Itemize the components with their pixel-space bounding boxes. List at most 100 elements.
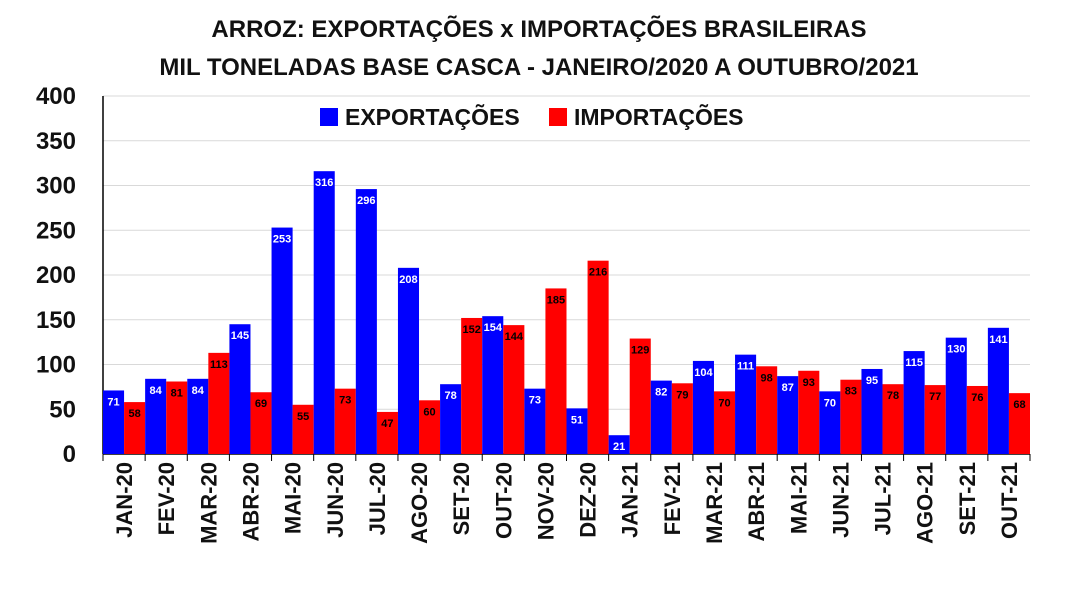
x-tick-label: MAR-20 <box>196 462 221 544</box>
bar-importacoes <box>334 388 356 454</box>
data-label: 68 <box>1013 399 1025 411</box>
bar-importacoes <box>756 366 778 454</box>
chart-subtitle: MIL TONELADAS BASE CASCA - JANEIRO/2020 … <box>159 54 919 81</box>
data-label: 51 <box>571 414 583 426</box>
bar-importacoes <box>587 260 609 454</box>
data-label: 95 <box>866 375 878 387</box>
x-tick-label: OUT-20 <box>491 462 516 539</box>
bar-importacoes <box>1008 393 1030 454</box>
data-label: 78 <box>445 390 457 402</box>
data-label: 60 <box>423 406 435 418</box>
data-label: 152 <box>463 324 481 336</box>
data-label: 77 <box>929 391 941 403</box>
x-tick-label: JUN-20 <box>323 462 348 538</box>
y-tick-label: 100 <box>36 352 76 379</box>
data-label: 104 <box>694 367 713 379</box>
bar-importacoes <box>671 383 693 454</box>
data-label: 145 <box>231 330 249 342</box>
data-label: 316 <box>315 177 333 189</box>
bar-importacoes <box>629 338 651 454</box>
y-tick-label: 350 <box>36 128 76 155</box>
x-tick-label: AGO-21 <box>913 462 938 544</box>
bar-exportacoes <box>524 388 546 454</box>
data-label: 70 <box>718 397 730 409</box>
data-label: 73 <box>529 395 541 407</box>
data-label: 82 <box>655 387 667 399</box>
x-tick-label: JUL-21 <box>871 462 896 535</box>
data-label: 55 <box>297 411 309 423</box>
data-label: 70 <box>824 397 836 409</box>
y-tick-label: 250 <box>36 217 76 244</box>
x-tick-label: SET-21 <box>955 462 980 535</box>
bar-importacoes <box>713 391 736 454</box>
bar-exportacoes <box>103 390 125 454</box>
y-tick-label: 50 <box>49 396 76 423</box>
bar-importacoes <box>419 400 441 454</box>
chart-title: ARROZ: EXPORTAÇÕES x IMPORTAÇÕES BRASILE… <box>211 16 867 43</box>
bar-exportacoes <box>777 376 799 454</box>
legend-label: EXPORTAÇÕES <box>345 103 520 130</box>
bar-exportacoes <box>187 378 209 454</box>
bar-exportacoes <box>692 360 714 454</box>
bar-importacoes <box>461 317 483 454</box>
data-label: 185 <box>547 294 565 306</box>
bar-exportacoes <box>650 380 672 454</box>
bar-exportacoes <box>313 171 335 454</box>
bar-importacoes <box>545 288 567 454</box>
data-label: 130 <box>947 344 965 356</box>
bar-importacoes <box>503 325 525 454</box>
legend-label: IMPORTAÇÕES <box>574 103 744 130</box>
bar-exportacoes <box>566 408 588 454</box>
legend-swatch <box>320 108 338 126</box>
bar-importacoes <box>124 402 146 454</box>
x-tick-label: JUN-21 <box>828 462 853 538</box>
x-tick-label: MAI-21 <box>786 462 811 534</box>
bar-exportacoes <box>735 354 757 454</box>
data-label: 87 <box>782 382 794 394</box>
data-label: 83 <box>845 386 857 398</box>
bar-exportacoes <box>355 189 377 454</box>
bar-exportacoes <box>819 391 841 454</box>
bar-importacoes <box>882 384 904 454</box>
x-tick-label: AGO-20 <box>407 462 432 544</box>
x-tick-label: DEZ-20 <box>576 462 601 538</box>
bar-importacoes <box>840 379 862 454</box>
bar-exportacoes <box>987 327 1009 454</box>
x-tick-label: ABR-20 <box>238 462 263 541</box>
bar-importacoes <box>966 385 988 454</box>
bar-importacoes <box>292 404 314 454</box>
y-tick-label: 300 <box>36 173 76 200</box>
x-tick-label: MAI-20 <box>281 462 306 534</box>
data-label: 216 <box>589 267 607 279</box>
bar-importacoes <box>250 392 272 454</box>
bar-exportacoes <box>440 384 462 454</box>
legend-swatch <box>549 108 567 126</box>
data-label: 253 <box>273 234 291 246</box>
x-tick-label: JAN-21 <box>618 462 643 538</box>
bar-exportacoes <box>608 435 630 454</box>
data-label: 115 <box>905 357 923 369</box>
data-label: 81 <box>171 388 183 400</box>
x-tick-label: FEV-21 <box>660 462 685 535</box>
data-label: 113 <box>210 359 228 371</box>
bar-exportacoes <box>229 324 251 454</box>
data-label: 141 <box>989 334 1007 346</box>
bar-exportacoes <box>861 368 883 454</box>
data-label: 58 <box>128 408 140 420</box>
x-tick-label: JUL-20 <box>365 462 390 535</box>
data-label: 144 <box>505 331 524 343</box>
data-label: 71 <box>107 396 119 408</box>
bar-importacoes <box>798 370 820 454</box>
x-tick-label: ABR-21 <box>744 462 769 541</box>
data-label: 84 <box>150 385 163 397</box>
bar-exportacoes <box>397 267 420 454</box>
data-label: 129 <box>631 345 649 357</box>
data-label: 47 <box>381 418 393 430</box>
data-label: 93 <box>803 377 815 389</box>
data-label: 21 <box>613 441 625 453</box>
bar-exportacoes <box>903 351 925 454</box>
data-label: 79 <box>676 389 688 401</box>
x-tick-label: JAN-20 <box>112 462 137 538</box>
